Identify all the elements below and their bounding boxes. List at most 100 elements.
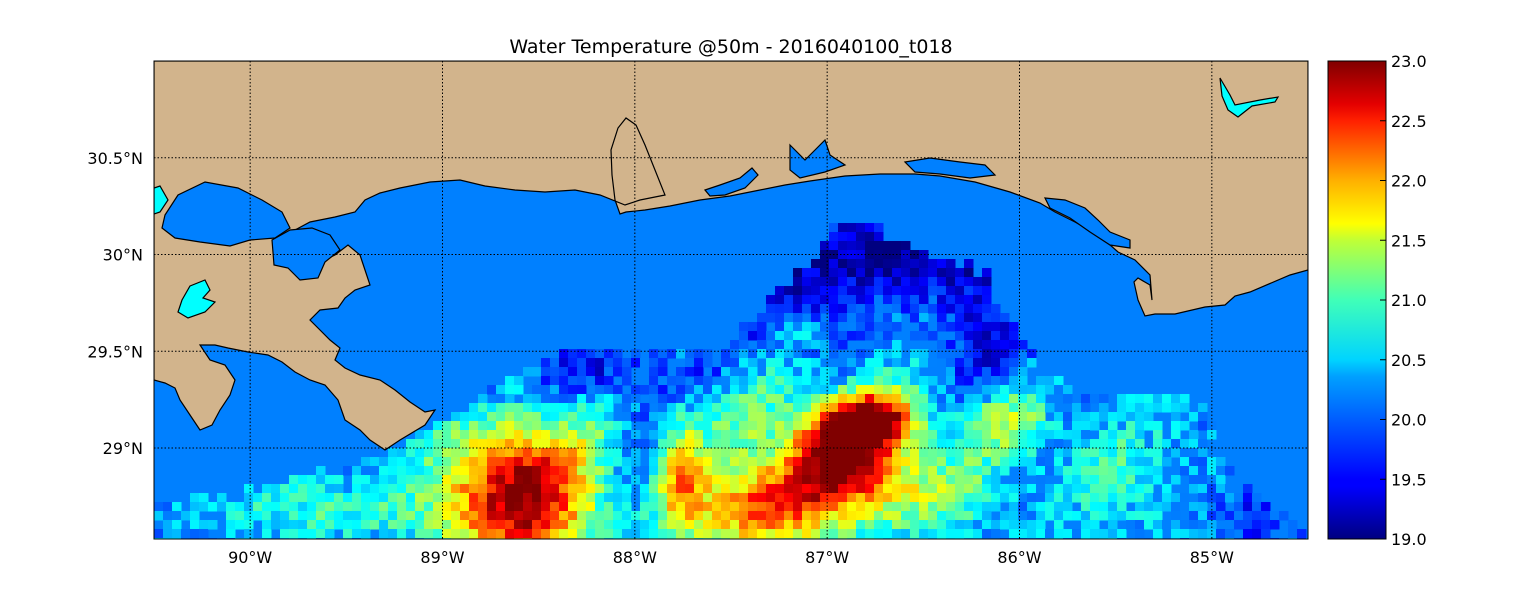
heatmap-cell <box>1108 484 1118 494</box>
heatmap-cell <box>397 502 407 512</box>
heatmap-cell <box>694 430 704 440</box>
heatmap-cell <box>523 511 533 521</box>
heatmap-cell <box>532 394 542 404</box>
heatmap-cell <box>1072 493 1082 503</box>
heatmap-cell <box>1117 502 1127 512</box>
heatmap-cell <box>973 412 983 422</box>
heatmap-cell <box>892 439 902 449</box>
heatmap-cell <box>793 322 803 332</box>
heatmap-cell <box>595 484 605 494</box>
heatmap-cell <box>982 331 992 341</box>
heatmap-cell <box>1207 520 1217 530</box>
heatmap-cell <box>757 385 767 395</box>
heatmap-cell <box>1189 439 1199 449</box>
heatmap-cell <box>784 322 794 332</box>
heatmap-cell <box>919 349 929 359</box>
heatmap-cell <box>244 520 254 530</box>
heatmap-cell <box>919 502 929 512</box>
heatmap-cell <box>811 340 821 350</box>
heatmap-cell <box>883 421 893 431</box>
heatmap-cell <box>577 502 587 512</box>
heatmap-cell <box>514 502 524 512</box>
heatmap-cell <box>1126 475 1136 485</box>
heatmap-cell <box>766 349 776 359</box>
heatmap-cell <box>1000 511 1010 521</box>
heatmap-cell <box>667 529 677 539</box>
heatmap-cell <box>721 475 731 485</box>
heatmap-cell <box>748 493 758 503</box>
heatmap-cell <box>406 511 416 521</box>
heatmap-cell <box>892 385 902 395</box>
heatmap-cell <box>1054 484 1064 494</box>
heatmap-cell <box>928 277 938 287</box>
heatmap-cell <box>1054 421 1064 431</box>
heatmap-cell <box>991 421 1001 431</box>
heatmap-cell <box>982 313 992 323</box>
heatmap-cell <box>928 511 938 521</box>
heatmap-cell <box>1180 466 1190 476</box>
heatmap-cell <box>154 511 164 521</box>
heatmap-cell <box>775 376 785 386</box>
heatmap-cell <box>1117 484 1127 494</box>
heatmap-cell <box>316 466 326 476</box>
heatmap-cell <box>613 385 623 395</box>
heatmap-cell <box>937 412 947 422</box>
heatmap-cell <box>937 475 947 485</box>
heatmap-cell <box>784 430 794 440</box>
heatmap-cell <box>730 403 740 413</box>
heatmap-cell <box>523 475 533 485</box>
heatmap-cell <box>1144 412 1154 422</box>
heatmap-cell <box>262 520 272 530</box>
heatmap-cell <box>1009 457 1019 467</box>
heatmap-cell <box>955 484 965 494</box>
grid-lines <box>154 61 1308 539</box>
heatmap-cell <box>766 529 776 539</box>
heatmap-cell <box>433 457 443 467</box>
heatmap-cell <box>946 448 956 458</box>
heatmap-cell <box>757 466 767 476</box>
heatmap-cell <box>451 421 461 431</box>
heatmap-cell <box>703 511 713 521</box>
heatmap-cell <box>532 412 542 422</box>
heatmap-cell <box>919 331 929 341</box>
heatmap-cell <box>1207 493 1217 503</box>
heatmap-cell <box>262 511 272 521</box>
heatmap-cell <box>856 421 866 431</box>
heatmap-cell <box>1153 403 1163 413</box>
heatmap-cell <box>622 457 632 467</box>
heatmap-cell <box>1144 511 1154 521</box>
heatmap-cell <box>730 493 740 503</box>
heatmap-cell <box>478 403 488 413</box>
heatmap-cell <box>847 385 857 395</box>
heatmap-cell <box>712 466 722 476</box>
heatmap-cell <box>334 475 344 485</box>
heatmap-cell <box>649 412 659 422</box>
heatmap-cell <box>748 322 758 332</box>
heatmap-cell <box>856 331 866 341</box>
heatmap-cell <box>1117 475 1127 485</box>
heatmap-cell <box>1009 349 1019 359</box>
heatmap-cell <box>712 529 722 539</box>
heatmap-cell <box>802 511 812 521</box>
heatmap-cell <box>856 313 866 323</box>
heatmap-cell <box>586 403 596 413</box>
heatmap-cell <box>964 376 974 386</box>
heatmap-cell <box>955 466 965 476</box>
heatmap-cell <box>838 430 848 440</box>
heatmap-cell <box>568 520 578 530</box>
heatmap-cell <box>505 430 515 440</box>
perdido-bay <box>703 167 759 197</box>
heatmap-cell <box>1270 520 1280 530</box>
heatmap-cell <box>901 421 911 431</box>
heatmap-cell <box>667 349 677 359</box>
heatmap-cell <box>784 331 794 341</box>
heatmap-cell <box>874 421 884 431</box>
heatmap-cell <box>586 502 596 512</box>
colorbar-tick-label: 22.5 <box>1391 112 1427 131</box>
heatmap-cell <box>658 466 668 476</box>
heatmap-cell <box>559 529 569 539</box>
heatmap-cell <box>1198 457 1208 467</box>
heatmap-cell <box>406 466 416 476</box>
heatmap-cell <box>1036 439 1046 449</box>
heatmap-cell <box>496 511 506 521</box>
